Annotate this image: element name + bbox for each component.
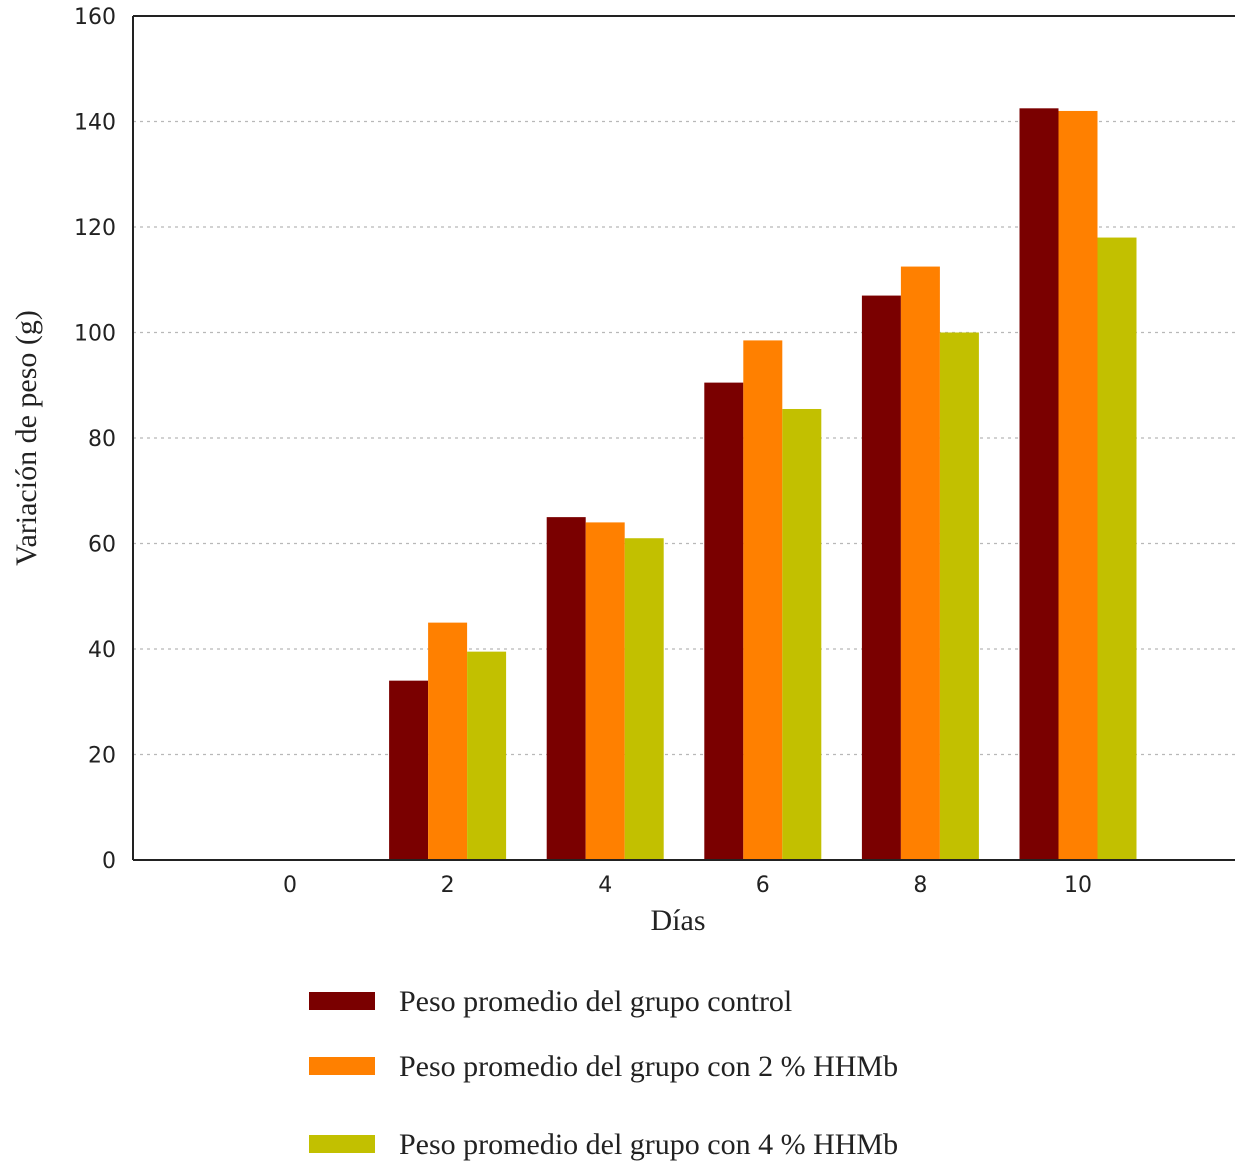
axes xyxy=(132,15,1235,861)
bars xyxy=(389,108,1137,861)
x-tick-labels: 0 2 4 6 8 10 xyxy=(283,873,1092,898)
y-tick-label: 20 xyxy=(88,744,116,769)
y-tick-label: 140 xyxy=(74,111,116,136)
legend-label-3: Peso promedio del grupo con 4 % HHMb xyxy=(399,1128,898,1161)
bar-series-2-8 xyxy=(900,266,940,860)
bar-series-3-6 xyxy=(782,408,822,860)
x-tick-label: 0 xyxy=(283,873,297,898)
legend-label-1: Peso promedio del grupo control xyxy=(399,985,792,1018)
bar-series-1-8 xyxy=(861,295,901,860)
x-tick-label: 2 xyxy=(441,873,455,898)
x-tick-label: 8 xyxy=(913,873,927,898)
bar-series-1-4 xyxy=(546,517,586,860)
y-tick-label: 0 xyxy=(102,849,116,874)
bar-series-1-10 xyxy=(1019,108,1059,860)
bar-series-3-2 xyxy=(467,651,507,860)
bar-series-2-10 xyxy=(1058,110,1098,860)
y-tick-label: 120 xyxy=(74,216,116,241)
x-tick-label: 10 xyxy=(1064,873,1092,898)
y-tick-label: 40 xyxy=(88,638,116,663)
x-axis-title: Días xyxy=(651,904,706,937)
y-tick-label: 80 xyxy=(88,427,116,452)
y-tick-label: 60 xyxy=(88,533,116,558)
bar-series-3-4 xyxy=(624,538,664,860)
y-tick-label: 100 xyxy=(74,322,116,347)
legend-swatch-2 xyxy=(309,1057,375,1075)
legend-label-2: Peso promedio del grupo con 2 % HHMb xyxy=(399,1050,898,1083)
bar-series-1-2 xyxy=(389,680,429,860)
bar-series-3-8 xyxy=(939,332,979,860)
y-tick-labels: 0 20 40 60 80 100 120 140 160 xyxy=(74,5,116,874)
x-tick-label: 6 xyxy=(756,873,770,898)
legend-swatch-3 xyxy=(309,1135,375,1153)
x-tick-label: 4 xyxy=(598,873,612,898)
bar-series-3-10 xyxy=(1097,237,1137,861)
legend: Peso promedio del grupo control Peso prom… xyxy=(309,985,898,1161)
bar-series-2-2 xyxy=(428,622,468,860)
y-tick-label: 160 xyxy=(74,5,116,30)
y-axis-title: Variación de peso (g) xyxy=(10,310,43,566)
bar-series-2-4 xyxy=(585,522,625,860)
bar-series-1-6 xyxy=(704,382,744,860)
bar-series-2-6 xyxy=(743,340,783,861)
legend-swatch-1 xyxy=(309,992,375,1010)
